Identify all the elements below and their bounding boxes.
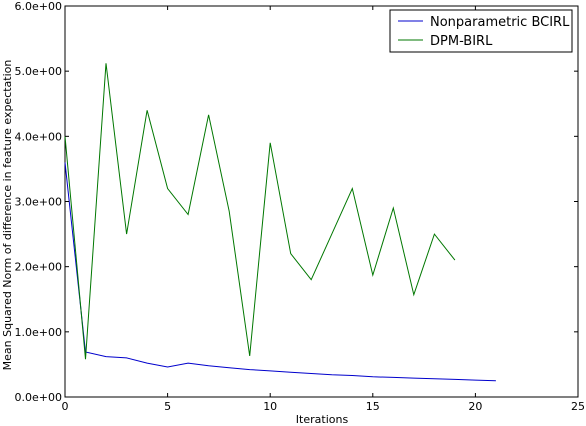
- series-layer: [64, 63, 496, 382]
- y-tick-label: 2.0e+00: [15, 261, 62, 274]
- y-tick-label: 0.0e+00: [15, 391, 62, 404]
- x-axis-label: Iterations: [296, 413, 349, 426]
- y-tick-label: 4.0e+00: [15, 130, 62, 143]
- x-tick-label: 25: [571, 400, 585, 413]
- x-tick-label: 10: [263, 400, 277, 413]
- axis-ticks: 0 5 10 15 20 25 0.0e+00 1.0e+00 2.0e+00 3.0e+00 4.…: [15, 0, 585, 413]
- x-tick-label: 15: [366, 400, 380, 413]
- legend-box: [389, 9, 573, 53]
- x-tick-label: 0: [62, 400, 69, 413]
- plot-area: [64, 5, 579, 398]
- legend-label-0: Nonparametric BCIRL: [430, 15, 570, 30]
- y-tick-label: 6.0e+00: [15, 0, 62, 13]
- plot-frame: [64, 5, 579, 398]
- series-line-0: [64, 162, 496, 382]
- y-axis-label: Mean Squared Norm of difference in featu…: [1, 60, 14, 371]
- series-line-1: [64, 63, 456, 360]
- x-tick-label: 5: [164, 400, 171, 413]
- y-tick-label: 5.0e+00: [15, 65, 62, 78]
- y-tick-label: 1.0e+00: [15, 326, 62, 339]
- legend-label-1: DPM-BIRL: [430, 34, 493, 49]
- legend: Nonparametric BCIRL DPM-BIRL: [389, 9, 573, 53]
- x-tick-label: 20: [468, 400, 482, 413]
- y-tick-label: 3.0e+00: [15, 196, 62, 209]
